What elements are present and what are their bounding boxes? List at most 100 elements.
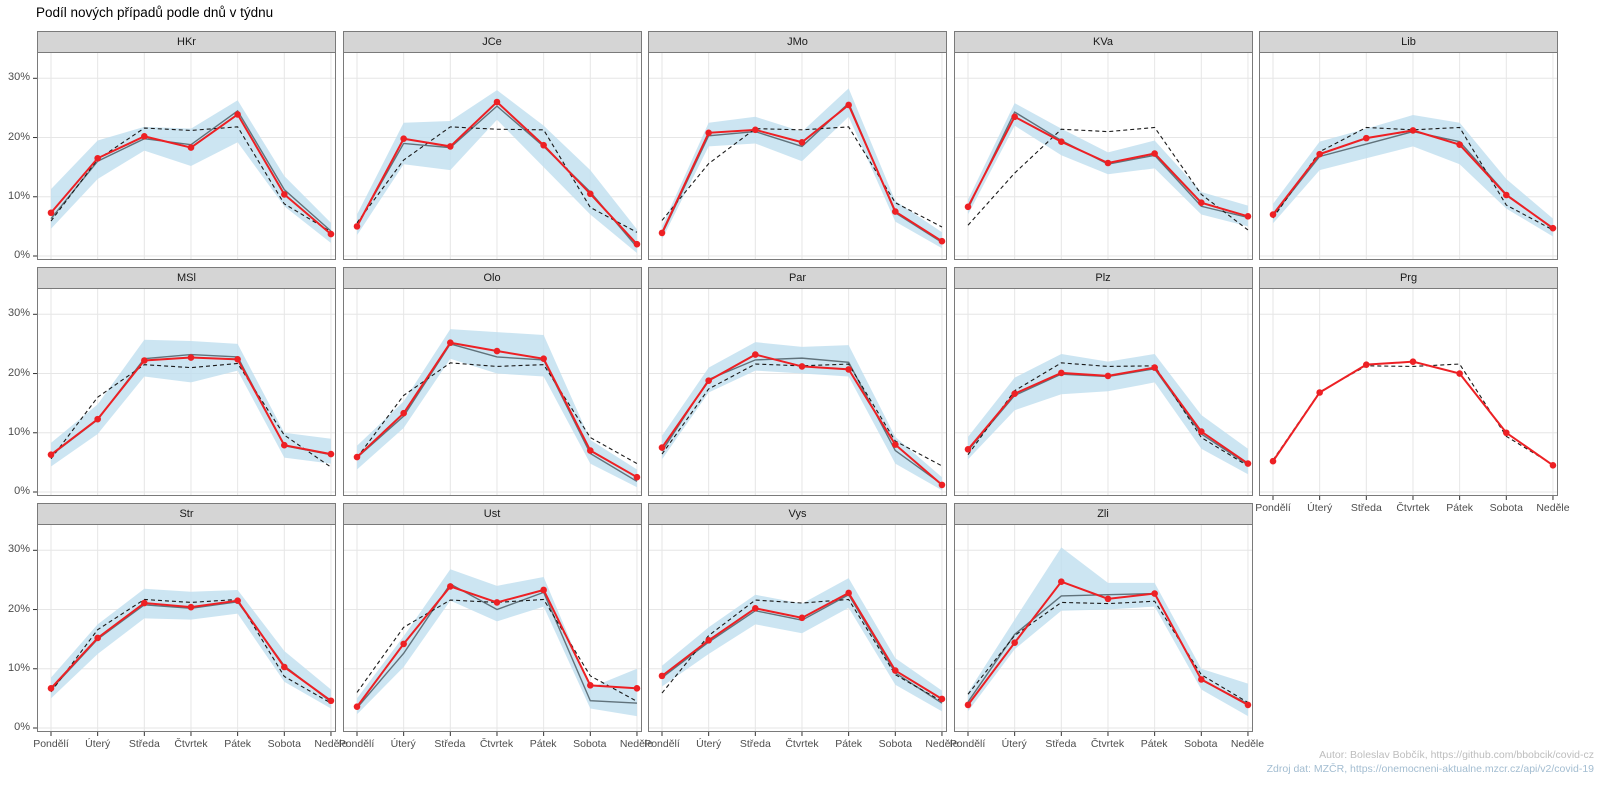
current-point (47, 451, 55, 458)
current-point (633, 240, 640, 248)
current-point (399, 409, 407, 417)
current-point (327, 450, 335, 458)
y-tick-label: 10% (7, 189, 30, 202)
x-tick-label: Pátek (224, 738, 252, 750)
uncertainty-ribbon (51, 339, 331, 467)
current-point (586, 682, 594, 689)
facet-header-par: Par (648, 267, 947, 288)
current-point (446, 583, 454, 590)
panel-plz: Plz (953, 267, 1253, 496)
current-point (353, 223, 360, 230)
current-point (1409, 127, 1417, 134)
facet-header-str: Str (37, 503, 336, 524)
x-tick-label: Pondělí (33, 738, 69, 750)
current-point (798, 614, 806, 622)
x-tick-label: Neděle (314, 738, 348, 750)
x-tick-label: Pátek (835, 738, 863, 750)
current-point (353, 703, 360, 710)
reference-dashed-line (967, 600, 1248, 704)
x-tick-label: Úterý (390, 738, 416, 750)
uncertainty-ribbon (51, 100, 331, 243)
current-point (1197, 428, 1205, 435)
current-point (798, 138, 806, 146)
facet-plot-jce (342, 52, 642, 260)
facet-plot-vys (648, 524, 947, 736)
current-point (446, 143, 454, 150)
current-point (1057, 578, 1065, 585)
current-point (539, 586, 547, 594)
current-point (234, 111, 241, 118)
current-point (1269, 457, 1277, 465)
current-point (658, 444, 666, 451)
current-point (1549, 224, 1557, 232)
facet-plot-ust (342, 524, 642, 736)
current-point (705, 637, 712, 644)
x-tick-label: Čtvrtek (174, 738, 208, 750)
current-point (705, 129, 712, 137)
panel-prg: Prg (1259, 267, 1558, 500)
plot-canvas-hkr (33, 53, 335, 259)
current-point (633, 685, 640, 692)
current-point (1150, 150, 1158, 157)
current-point (752, 351, 759, 358)
current-point (658, 672, 666, 680)
footer-caption: Autor: Boleslav Bobčík, https://github.c… (1267, 748, 1594, 776)
uncertainty-ribbon (662, 342, 942, 491)
current-point (399, 135, 407, 143)
facet-plot-msl (33, 288, 336, 496)
facet-header-plz: Plz (953, 267, 1253, 288)
current-point (586, 447, 594, 454)
current-point (892, 667, 899, 674)
current-point (586, 190, 594, 198)
panel-lib: Lib (1259, 31, 1558, 260)
panel-par: Par (648, 267, 947, 496)
uncertainty-ribbon (662, 88, 942, 249)
y-tick-label: 10% (7, 661, 30, 674)
current-point (633, 473, 640, 481)
x-tick-label: Pondělí (338, 738, 375, 750)
current-point (964, 446, 971, 453)
plot-canvas-prg (1260, 289, 1557, 500)
plot-canvas-kva (954, 53, 1252, 259)
panel-ust: Ust (342, 503, 642, 736)
x-tick-label: Sobota (878, 738, 912, 750)
footer-author-line: Autor: Boleslav Bobčík, https://github.c… (1319, 749, 1594, 761)
current-point (327, 230, 335, 238)
facet-header-olo: Olo (342, 267, 642, 288)
current-point (281, 663, 288, 671)
current-point (1363, 134, 1370, 142)
current-point (539, 141, 547, 149)
facet-plot-hkr (33, 52, 336, 260)
plot-canvas-olo (343, 289, 641, 495)
current-point (1010, 113, 1018, 121)
x-tick-label: Středa (1045, 738, 1077, 750)
x-tick-label: Středa (739, 738, 771, 750)
current-point (327, 697, 335, 705)
reference-dashed-line (50, 362, 332, 468)
current-point (141, 599, 148, 607)
current-point (493, 599, 500, 606)
uncertainty-ribbon (356, 569, 637, 717)
facet-plot-par (648, 288, 947, 496)
facet-header-msl: MSl (37, 267, 336, 288)
current-point (1104, 595, 1111, 603)
plot-canvas-zli (954, 525, 1252, 736)
x-tick-label: Úterý (85, 738, 111, 750)
current-point (1150, 590, 1158, 597)
current-point (281, 191, 288, 198)
panel-str: Str (33, 503, 336, 736)
facet-header-jce: JCe (342, 31, 642, 52)
facet-header-vys: Vys (648, 503, 947, 524)
uncertainty-ribbon (356, 90, 637, 254)
x-tick-label: Pondělí (949, 738, 986, 750)
current-point (752, 605, 759, 612)
current-point (798, 363, 806, 370)
x-tick-label: Čtvrtek (1090, 738, 1125, 750)
x-tick-label: Neděle (619, 738, 654, 750)
current-point (1197, 199, 1205, 206)
x-tick-label: Středa (1350, 502, 1382, 514)
current-point (1244, 701, 1251, 709)
panel-zli: Zli (953, 503, 1253, 736)
facet-plot-jmo (648, 52, 947, 260)
current-point (234, 356, 241, 363)
